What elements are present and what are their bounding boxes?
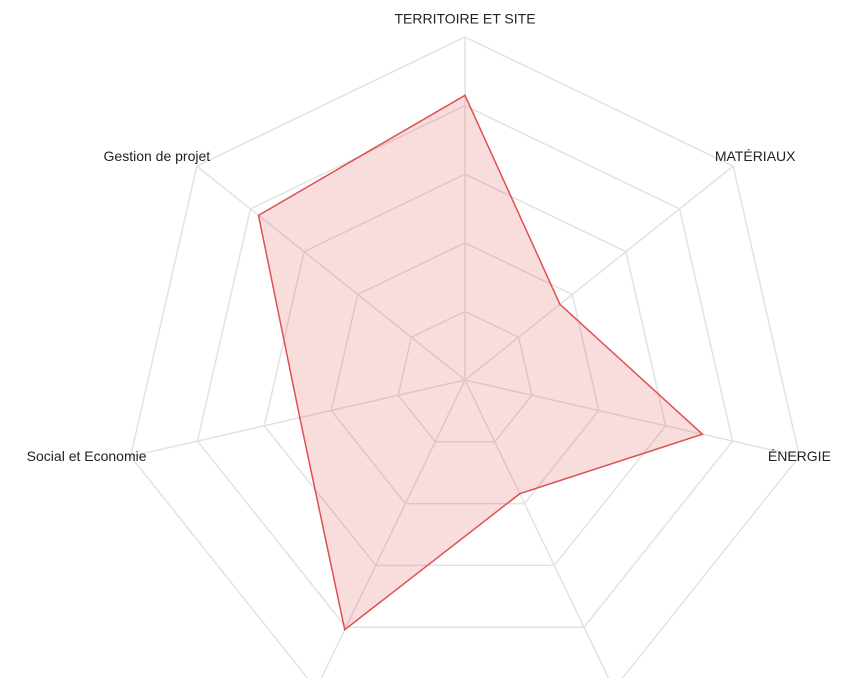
axis-label: MATÉRIAUX [715, 148, 796, 164]
axis-line [130, 379, 466, 458]
axis-label: Social et Economie [27, 448, 147, 464]
axis-label: ÉNERGIE [768, 448, 831, 464]
grid-ring [330, 241, 600, 505]
grid-ring [129, 36, 801, 678]
axis-label: TERRITOIRE ET SITE [394, 11, 535, 27]
axis-label: Gestion de projet [104, 148, 211, 164]
grid-ring [196, 104, 734, 628]
grid-ring [263, 173, 667, 567]
axis-line [464, 379, 800, 458]
axis-line [464, 379, 610, 678]
axis-line [464, 165, 734, 381]
axis-line [196, 165, 466, 381]
series-area [257, 94, 704, 632]
grid-ring [397, 310, 533, 443]
axis-line [320, 379, 466, 678]
